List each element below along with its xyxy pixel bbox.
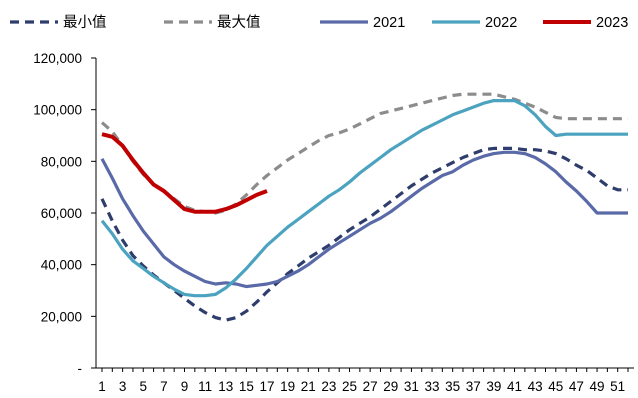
- x-axis-ticks: 1 3 5 7 9 11 13 15 17 19 21 23 25 27 29 31 33 35 37 39 41 43 4…: [98, 368, 629, 394]
- x-tick-label: 1: [98, 379, 106, 394]
- x-tick-label: 3: [119, 379, 127, 394]
- series-line-最小值: [100, 146, 628, 322]
- x-tick-label: 19: [280, 379, 295, 394]
- x-tick-label: 11: [198, 379, 212, 394]
- x-tick-label: 43: [528, 379, 543, 394]
- x-tick-label: 41: [507, 379, 522, 394]
- x-tick-label: 17: [260, 379, 275, 394]
- x-tick-label: 45: [548, 379, 563, 394]
- legend-label-最小值: 最小值: [63, 14, 107, 31]
- x-tick-label: 15: [239, 379, 254, 394]
- x-tick-label: 21: [301, 379, 316, 394]
- legend-label-最大值: 最大值: [217, 14, 261, 31]
- legend: 最小值 最大值 2021 2022 2023: [10, 14, 628, 31]
- y-tick-label: 60,000: [41, 206, 82, 221]
- x-tick-label: 33: [425, 379, 440, 394]
- x-tick-label: 7: [160, 379, 168, 394]
- y-tick-label: 20,000: [41, 309, 82, 324]
- y-tick-label: 120,000: [33, 51, 82, 66]
- x-tick-label: 47: [569, 379, 584, 394]
- x-tick-label: 13: [218, 379, 233, 394]
- y-tick-label: 100,000: [33, 103, 82, 118]
- x-tick-label: 51: [610, 379, 625, 394]
- legend-label-2021: 2021: [373, 15, 405, 31]
- y-tick-label: -: [78, 361, 83, 376]
- y-tick-label: 40,000: [41, 258, 82, 273]
- series-line-2023: [101, 132, 268, 214]
- x-tick-label: 9: [181, 379, 189, 394]
- y-axis-ticks: - 20,000 40,000 60,000 80,000 100,000 120,000: [33, 51, 96, 376]
- x-tick-label: 25: [342, 379, 357, 394]
- x-tick-label: 31: [404, 379, 419, 394]
- legend-label-2023: 2023: [596, 15, 628, 31]
- series-line-2022: [100, 98, 628, 298]
- x-tick-label: 29: [383, 379, 398, 394]
- x-tick-label: 49: [590, 379, 605, 394]
- y-tick-label: 80,000: [41, 154, 82, 169]
- x-tick-label: 35: [445, 379, 460, 394]
- x-tick-label: 37: [466, 379, 481, 394]
- x-tick-label: 23: [321, 379, 336, 394]
- x-tick-label: 27: [363, 379, 378, 394]
- plot-area: [100, 92, 628, 322]
- x-tick-label: 5: [139, 379, 147, 394]
- series-line-最大值: [100, 92, 628, 215]
- x-tick-label: 39: [486, 379, 501, 394]
- series-line-2021: [100, 150, 628, 289]
- legend-label-2022: 2022: [485, 15, 517, 31]
